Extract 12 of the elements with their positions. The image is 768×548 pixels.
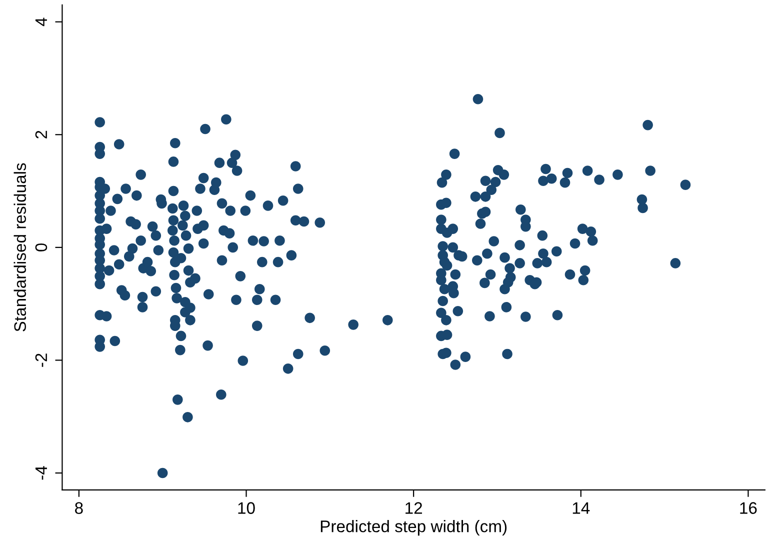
x-tick-label: 14 xyxy=(572,502,590,514)
x-tick-label: 10 xyxy=(238,502,255,514)
x-tick-label: 12 xyxy=(406,502,422,514)
y-tick-label: 2 xyxy=(35,130,47,138)
y-tick-label: 0 xyxy=(35,243,48,252)
x-tick-label: 16 xyxy=(740,502,757,514)
x-axis-title: Predicted step width (cm) xyxy=(320,520,507,536)
y-tick-label: -4 xyxy=(35,466,47,480)
y-axis-title: Standardised residuals xyxy=(14,163,26,332)
x-tick-label: 8 xyxy=(75,502,83,514)
y-tick-label: 4 xyxy=(35,18,47,26)
y-tick-label: -2 xyxy=(35,354,47,367)
